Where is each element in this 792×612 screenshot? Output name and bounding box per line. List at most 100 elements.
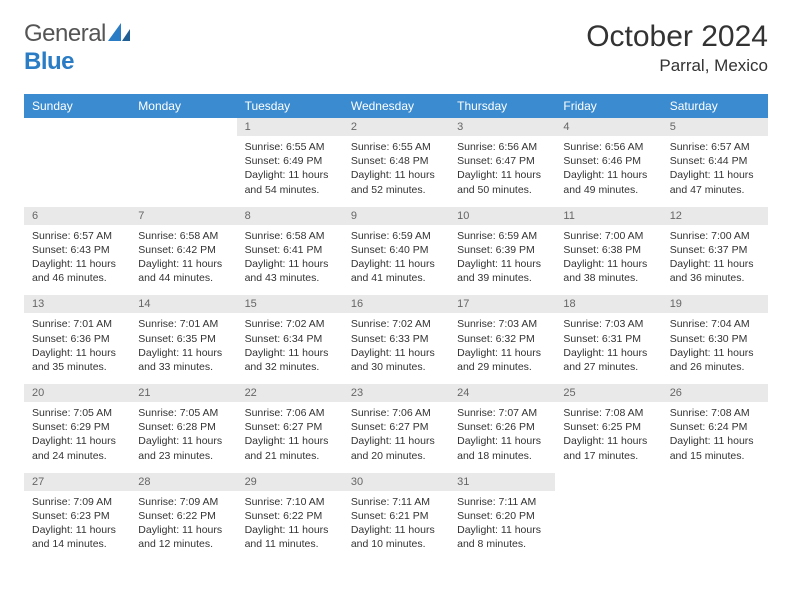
daylight-text: Daylight: 11 hours bbox=[32, 346, 122, 360]
weekday-tue: Tuesday bbox=[237, 94, 343, 118]
sunset-text: Sunset: 6:22 PM bbox=[138, 509, 228, 523]
day-content: Sunrise: 6:57 AMSunset: 6:43 PMDaylight:… bbox=[24, 225, 130, 296]
header: General Blue October 2024 Parral, Mexico bbox=[24, 20, 768, 76]
sunrise-text: Sunrise: 7:04 AM bbox=[670, 317, 760, 331]
day-content-cell: Sunrise: 7:05 AMSunset: 6:29 PMDaylight:… bbox=[24, 402, 130, 473]
daylight-text: Daylight: 11 hours bbox=[457, 523, 547, 537]
daylight-text: Daylight: 11 hours bbox=[245, 168, 335, 182]
day-number: 16 bbox=[343, 295, 449, 313]
day-cell: 19 bbox=[662, 295, 768, 313]
day-content-cell: Sunrise: 7:11 AMSunset: 6:20 PMDaylight:… bbox=[449, 491, 555, 562]
daylight-text: and 49 minutes. bbox=[563, 183, 653, 197]
day-content: Sunrise: 6:57 AMSunset: 6:44 PMDaylight:… bbox=[662, 136, 768, 207]
day-cell: 17 bbox=[449, 295, 555, 313]
sunset-text: Sunset: 6:27 PM bbox=[245, 420, 335, 434]
daylight-text: and 20 minutes. bbox=[351, 449, 441, 463]
daylight-text: Daylight: 11 hours bbox=[245, 346, 335, 360]
sunrise-text: Sunrise: 7:05 AM bbox=[32, 406, 122, 420]
day-number: 13 bbox=[24, 295, 130, 313]
daylight-text: and 11 minutes. bbox=[245, 537, 335, 551]
calendar-body: 12345Sunrise: 6:55 AMSunset: 6:49 PMDayl… bbox=[24, 118, 768, 561]
daylight-text: and 8 minutes. bbox=[457, 537, 547, 551]
logo-word2: Blue bbox=[24, 48, 74, 75]
title-block: October 2024 Parral, Mexico bbox=[586, 20, 768, 76]
daylight-text: and 35 minutes. bbox=[32, 360, 122, 374]
day-cell: 9 bbox=[343, 207, 449, 225]
day-content-cell: Sunrise: 7:03 AMSunset: 6:32 PMDaylight:… bbox=[449, 313, 555, 384]
daylight-text: Daylight: 11 hours bbox=[351, 257, 441, 271]
day-content-cell: Sunrise: 7:03 AMSunset: 6:31 PMDaylight:… bbox=[555, 313, 661, 384]
sunset-text: Sunset: 6:27 PM bbox=[351, 420, 441, 434]
weekday-fri: Friday bbox=[555, 94, 661, 118]
day-cell: 28 bbox=[130, 473, 236, 491]
sunset-text: Sunset: 6:28 PM bbox=[138, 420, 228, 434]
day-content bbox=[130, 136, 236, 202]
day-content: Sunrise: 7:00 AMSunset: 6:37 PMDaylight:… bbox=[662, 225, 768, 296]
sunset-text: Sunset: 6:40 PM bbox=[351, 243, 441, 257]
daylight-text: and 36 minutes. bbox=[670, 271, 760, 285]
day-content: Sunrise: 6:56 AMSunset: 6:47 PMDaylight:… bbox=[449, 136, 555, 207]
sunset-text: Sunset: 6:24 PM bbox=[670, 420, 760, 434]
sunset-text: Sunset: 6:34 PM bbox=[245, 332, 335, 346]
daylight-text: Daylight: 11 hours bbox=[457, 346, 547, 360]
day-cell: 4 bbox=[555, 118, 661, 136]
daynum-row: 13141516171819 bbox=[24, 295, 768, 313]
day-content-cell: Sunrise: 6:59 AMSunset: 6:40 PMDaylight:… bbox=[343, 225, 449, 296]
sunrise-text: Sunrise: 7:11 AM bbox=[351, 495, 441, 509]
daylight-text: and 43 minutes. bbox=[245, 271, 335, 285]
day-content: Sunrise: 7:05 AMSunset: 6:28 PMDaylight:… bbox=[130, 402, 236, 473]
daylight-text: Daylight: 11 hours bbox=[138, 257, 228, 271]
day-content-cell: Sunrise: 7:09 AMSunset: 6:23 PMDaylight:… bbox=[24, 491, 130, 562]
day-number: 10 bbox=[449, 207, 555, 225]
daycontent-row: Sunrise: 7:05 AMSunset: 6:29 PMDaylight:… bbox=[24, 402, 768, 473]
weekday-sun: Sunday bbox=[24, 94, 130, 118]
day-number: 8 bbox=[237, 207, 343, 225]
sunrise-text: Sunrise: 7:02 AM bbox=[351, 317, 441, 331]
day-content-cell bbox=[555, 491, 661, 562]
day-content-cell: Sunrise: 6:56 AMSunset: 6:47 PMDaylight:… bbox=[449, 136, 555, 207]
day-number: 9 bbox=[343, 207, 449, 225]
daycontent-row: Sunrise: 6:57 AMSunset: 6:43 PMDaylight:… bbox=[24, 225, 768, 296]
day-content: Sunrise: 7:00 AMSunset: 6:38 PMDaylight:… bbox=[555, 225, 661, 296]
sunset-text: Sunset: 6:41 PM bbox=[245, 243, 335, 257]
weekday-wed: Wednesday bbox=[343, 94, 449, 118]
day-number: 25 bbox=[555, 384, 661, 402]
sunset-text: Sunset: 6:43 PM bbox=[32, 243, 122, 257]
month-title: October 2024 bbox=[586, 20, 768, 54]
day-content: Sunrise: 7:03 AMSunset: 6:32 PMDaylight:… bbox=[449, 313, 555, 384]
day-cell: 26 bbox=[662, 384, 768, 402]
day-cell: 16 bbox=[343, 295, 449, 313]
day-cell: 10 bbox=[449, 207, 555, 225]
day-cell: 6 bbox=[24, 207, 130, 225]
day-content-cell: Sunrise: 6:56 AMSunset: 6:46 PMDaylight:… bbox=[555, 136, 661, 207]
day-cell: 23 bbox=[343, 384, 449, 402]
day-number: 1 bbox=[237, 118, 343, 136]
sunset-text: Sunset: 6:20 PM bbox=[457, 509, 547, 523]
day-cell bbox=[24, 118, 130, 136]
daylight-text: Daylight: 11 hours bbox=[245, 434, 335, 448]
sunrise-text: Sunrise: 7:09 AM bbox=[138, 495, 228, 509]
day-number: 4 bbox=[555, 118, 661, 136]
day-content bbox=[555, 491, 661, 557]
day-content bbox=[662, 491, 768, 557]
day-number bbox=[130, 118, 236, 136]
day-number: 22 bbox=[237, 384, 343, 402]
day-content: Sunrise: 7:09 AMSunset: 6:22 PMDaylight:… bbox=[130, 491, 236, 562]
daylight-text: Daylight: 11 hours bbox=[457, 257, 547, 271]
day-cell: 14 bbox=[130, 295, 236, 313]
day-cell bbox=[662, 473, 768, 491]
daylight-text: and 32 minutes. bbox=[245, 360, 335, 374]
day-content: Sunrise: 6:58 AMSunset: 6:42 PMDaylight:… bbox=[130, 225, 236, 296]
daynum-row: 12345 bbox=[24, 118, 768, 136]
sunrise-text: Sunrise: 7:08 AM bbox=[563, 406, 653, 420]
sunset-text: Sunset: 6:38 PM bbox=[563, 243, 653, 257]
day-content-cell: Sunrise: 7:01 AMSunset: 6:35 PMDaylight:… bbox=[130, 313, 236, 384]
day-number: 2 bbox=[343, 118, 449, 136]
day-number: 28 bbox=[130, 473, 236, 491]
day-content-cell: Sunrise: 7:06 AMSunset: 6:27 PMDaylight:… bbox=[343, 402, 449, 473]
day-number: 20 bbox=[24, 384, 130, 402]
sunrise-text: Sunrise: 6:56 AM bbox=[457, 140, 547, 154]
day-number bbox=[24, 118, 130, 136]
day-content: Sunrise: 7:04 AMSunset: 6:30 PMDaylight:… bbox=[662, 313, 768, 384]
sunrise-text: Sunrise: 7:08 AM bbox=[670, 406, 760, 420]
